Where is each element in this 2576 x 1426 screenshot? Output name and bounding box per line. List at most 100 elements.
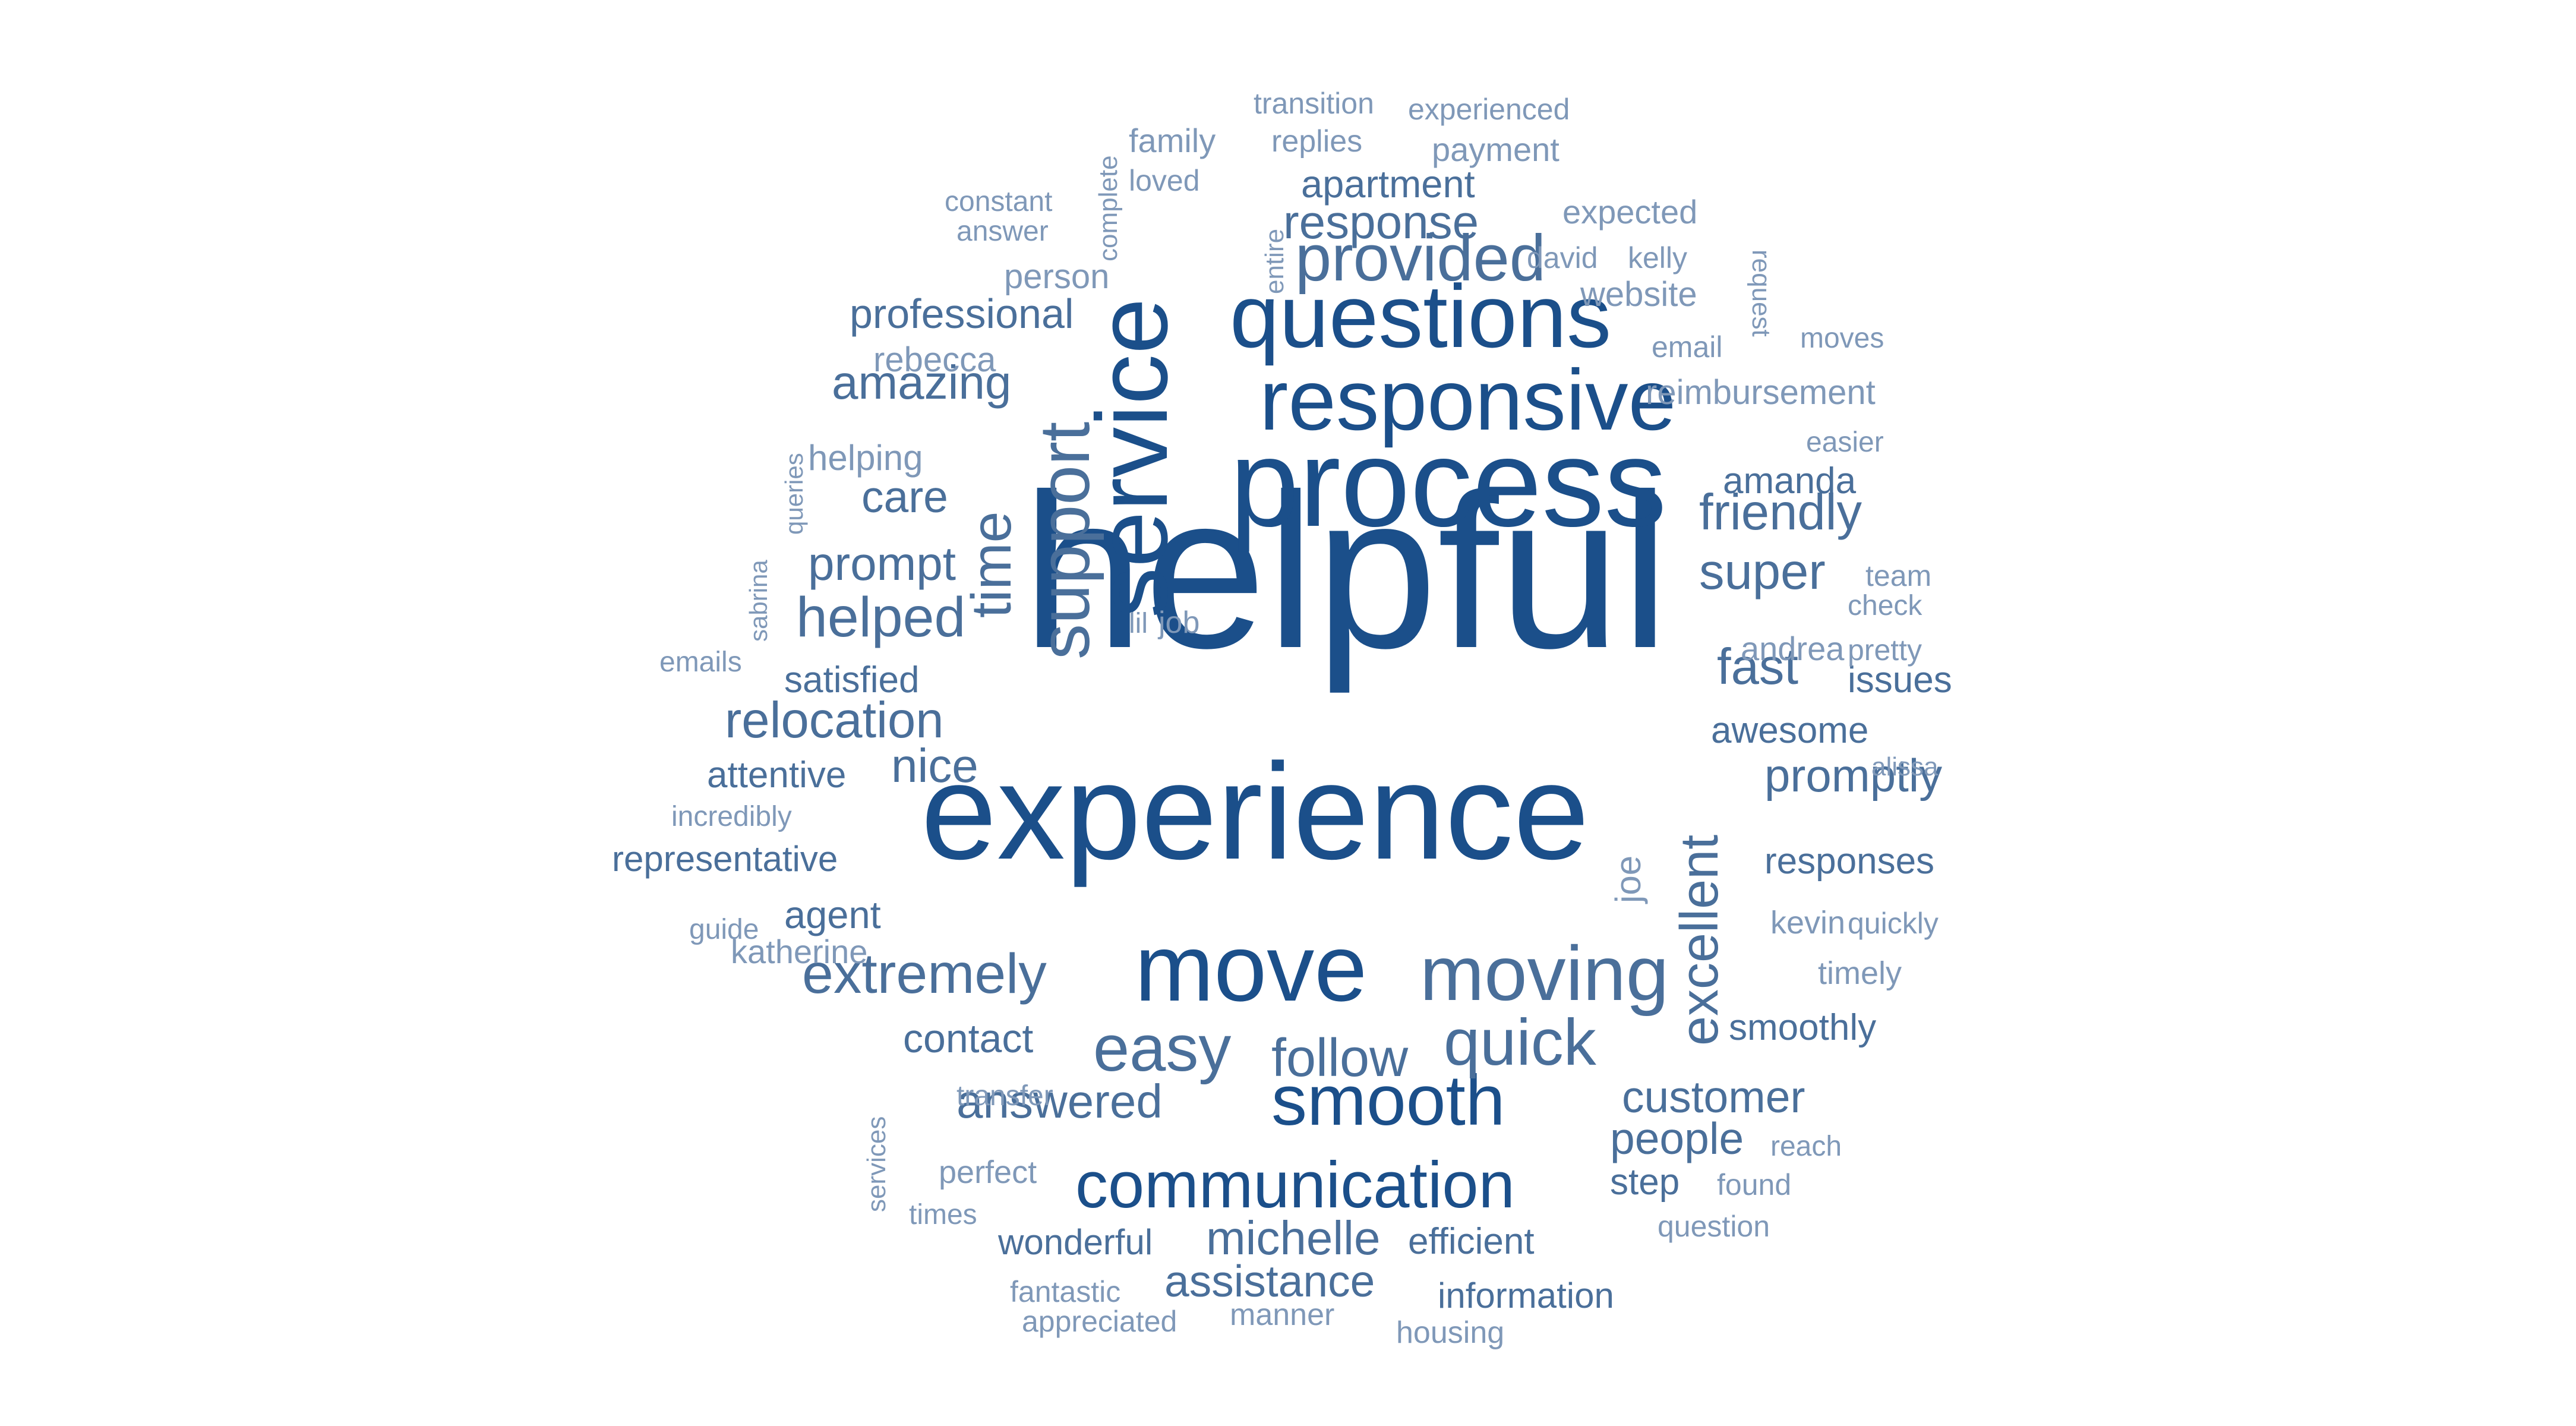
word-check: check — [1848, 589, 1922, 621]
word-email: email — [1652, 330, 1723, 364]
word-guide: guide — [689, 913, 759, 945]
word-manner: manner — [1230, 1298, 1335, 1333]
word-smooth: smooth — [1271, 1060, 1505, 1140]
word-transfer: transfer — [956, 1080, 1053, 1112]
word-times: times — [909, 1198, 977, 1231]
word-prompt: prompt — [808, 537, 956, 591]
word-katherine: katherine — [731, 933, 868, 971]
word-expected: expected — [1562, 193, 1698, 231]
word-customer: customer — [1622, 1071, 1805, 1122]
word-alissa: alissa — [1871, 752, 1939, 781]
word-care: care — [861, 471, 948, 522]
word-communication: communication — [1075, 1148, 1515, 1222]
word-family: family — [1129, 122, 1216, 160]
word-awesome: awesome — [1711, 710, 1869, 752]
word-support: support — [1024, 421, 1104, 660]
word-transition: transition — [1254, 87, 1374, 120]
word-satisfied: satisfied — [784, 660, 920, 701]
word-answer: answer — [956, 215, 1049, 247]
word-quickly: quickly — [1848, 907, 1939, 940]
word-queries: queries — [779, 453, 808, 535]
word-promptly: promptly — [1764, 749, 1943, 802]
word-representative: representative — [612, 838, 838, 879]
word-michelle: michelle — [1206, 1212, 1381, 1265]
word-lil: lil — [1129, 607, 1148, 639]
word-smoothly: smoothly — [1729, 1007, 1877, 1049]
word-rebecca: rebecca — [873, 340, 996, 380]
word-joe: joe — [1608, 855, 1648, 903]
word-loved: loved — [1129, 164, 1200, 197]
word-moving: moving — [1420, 930, 1669, 1017]
word-replies: replies — [1271, 124, 1363, 159]
word-question: question — [1658, 1210, 1770, 1243]
word-found: found — [1717, 1168, 1792, 1201]
word-complete: complete — [1093, 155, 1123, 261]
word-emails: emails — [659, 646, 742, 678]
word-move: move — [1135, 914, 1368, 1021]
word-appreciated: appreciated — [1022, 1305, 1177, 1338]
word-quick: quick — [1444, 1005, 1596, 1079]
word-follow: follow — [1271, 1029, 1409, 1089]
word-request: request — [1747, 250, 1776, 337]
word-housing: housing — [1396, 1315, 1505, 1351]
word-helpful: helpful — [1022, 448, 1670, 694]
word-payment: payment — [1432, 131, 1560, 169]
word-step: step — [1610, 1162, 1680, 1203]
word-assistance: assistance — [1164, 1255, 1375, 1306]
word-reimbursement: reimbursement — [1646, 373, 1876, 412]
word-extremely: extremely — [802, 942, 1047, 1006]
word-experience: experience — [921, 735, 1590, 888]
word-contact: contact — [903, 1016, 1034, 1062]
word-experienced: experienced — [1408, 93, 1570, 126]
word-job: job — [1158, 605, 1200, 641]
word-entire: entire — [1259, 228, 1289, 294]
word-friendly: friendly — [1699, 484, 1862, 541]
word-incredibly: incredibly — [671, 800, 792, 832]
word-issues: issues — [1848, 660, 1952, 701]
word-excellent: excellent — [1670, 834, 1730, 1046]
word-easy: easy — [1093, 1011, 1232, 1085]
word-website: website — [1580, 275, 1697, 314]
word-team: team — [1865, 559, 1932, 592]
word-reach: reach — [1770, 1130, 1842, 1162]
word-answered: answered — [956, 1075, 1163, 1128]
word-moves: moves — [1800, 322, 1884, 354]
word-provided: provided — [1295, 221, 1546, 295]
word-agent: agent — [784, 892, 881, 936]
word-apartment: apartment — [1301, 162, 1475, 206]
word-response: response — [1283, 195, 1479, 249]
word-timely: timely — [1818, 955, 1902, 991]
word-relocation: relocation — [725, 692, 944, 749]
word-helped: helped — [796, 586, 966, 649]
word-perfect: perfect — [939, 1154, 1037, 1190]
word-efficient: efficient — [1408, 1221, 1535, 1263]
word-sabrina: sabrina — [744, 560, 772, 642]
word-responsive: responsive — [1259, 352, 1677, 449]
word-information: information — [1438, 1275, 1614, 1315]
word-kelly: kelly — [1628, 241, 1688, 275]
word-services: services — [861, 1116, 891, 1212]
word-amazing: amazing — [832, 356, 1012, 409]
word-professional: professional — [850, 290, 1074, 337]
word-questions: questions — [1230, 266, 1612, 366]
word-amanda: amanda — [1723, 460, 1857, 502]
word-pretty: pretty — [1848, 633, 1922, 667]
word-wonderful: wonderful — [998, 1222, 1153, 1262]
word-attentive: attentive — [707, 755, 847, 796]
word-kevin: kevin — [1770, 904, 1846, 941]
word-constant: constant — [945, 185, 1053, 217]
word-easier: easier — [1806, 426, 1884, 458]
word-nice: nice — [891, 739, 978, 793]
word-responses: responses — [1764, 841, 1935, 882]
word-people: people — [1610, 1113, 1744, 1163]
word-david: david — [1527, 241, 1598, 275]
word-process: process — [1230, 412, 1667, 553]
word-helping: helping — [808, 437, 923, 478]
word-andrea: andrea — [1741, 630, 1845, 668]
word-fantastic: fantastic — [1010, 1275, 1121, 1308]
word-super: super — [1699, 544, 1826, 601]
word-time: time — [960, 511, 1024, 618]
word-person: person — [1004, 257, 1110, 296]
word-fast: fast — [1717, 639, 1799, 696]
